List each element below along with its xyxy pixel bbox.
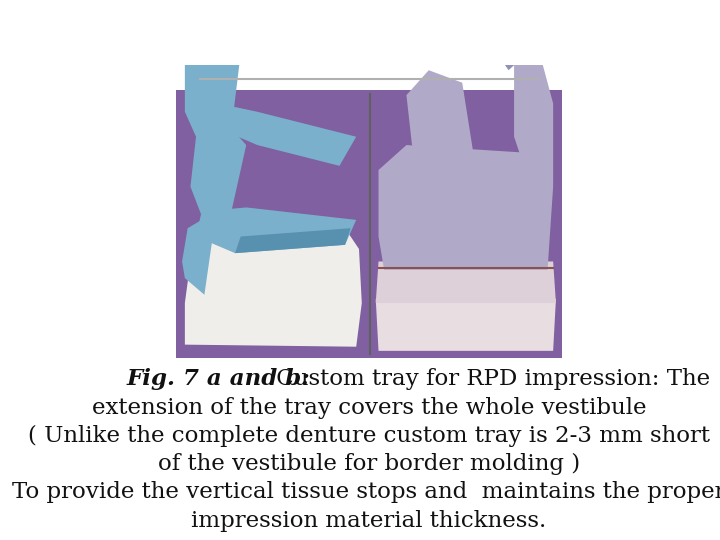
Text: of the vestibule for border molding ): of the vestibule for border molding ): [158, 453, 580, 475]
Polygon shape: [190, 120, 246, 220]
Polygon shape: [218, 104, 356, 166]
Polygon shape: [514, 41, 553, 187]
Polygon shape: [185, 21, 240, 145]
Polygon shape: [185, 220, 361, 347]
Text: impression material thickness.: impression material thickness.: [192, 510, 546, 532]
Text: extension of the tray covers the whole vestibule: extension of the tray covers the whole v…: [91, 396, 647, 419]
Polygon shape: [498, 12, 536, 70]
Polygon shape: [376, 299, 556, 351]
Polygon shape: [235, 228, 351, 253]
Text: To provide the vertical tissue stops and  maintains the proper: To provide the vertical tissue stops and…: [12, 482, 720, 503]
Text: Custom tray for RPD impression: The: Custom tray for RPD impression: The: [269, 368, 711, 390]
Polygon shape: [182, 220, 213, 295]
Polygon shape: [379, 145, 553, 270]
Polygon shape: [406, 70, 473, 161]
Bar: [176, 90, 562, 358]
Text: ( Unlike the complete denture custom tray is 2-3 mm short: ( Unlike the complete denture custom tra…: [28, 425, 710, 447]
Polygon shape: [376, 261, 556, 303]
Text: Fig. 7 a and b:: Fig. 7 a and b:: [127, 368, 310, 390]
Polygon shape: [196, 207, 356, 253]
